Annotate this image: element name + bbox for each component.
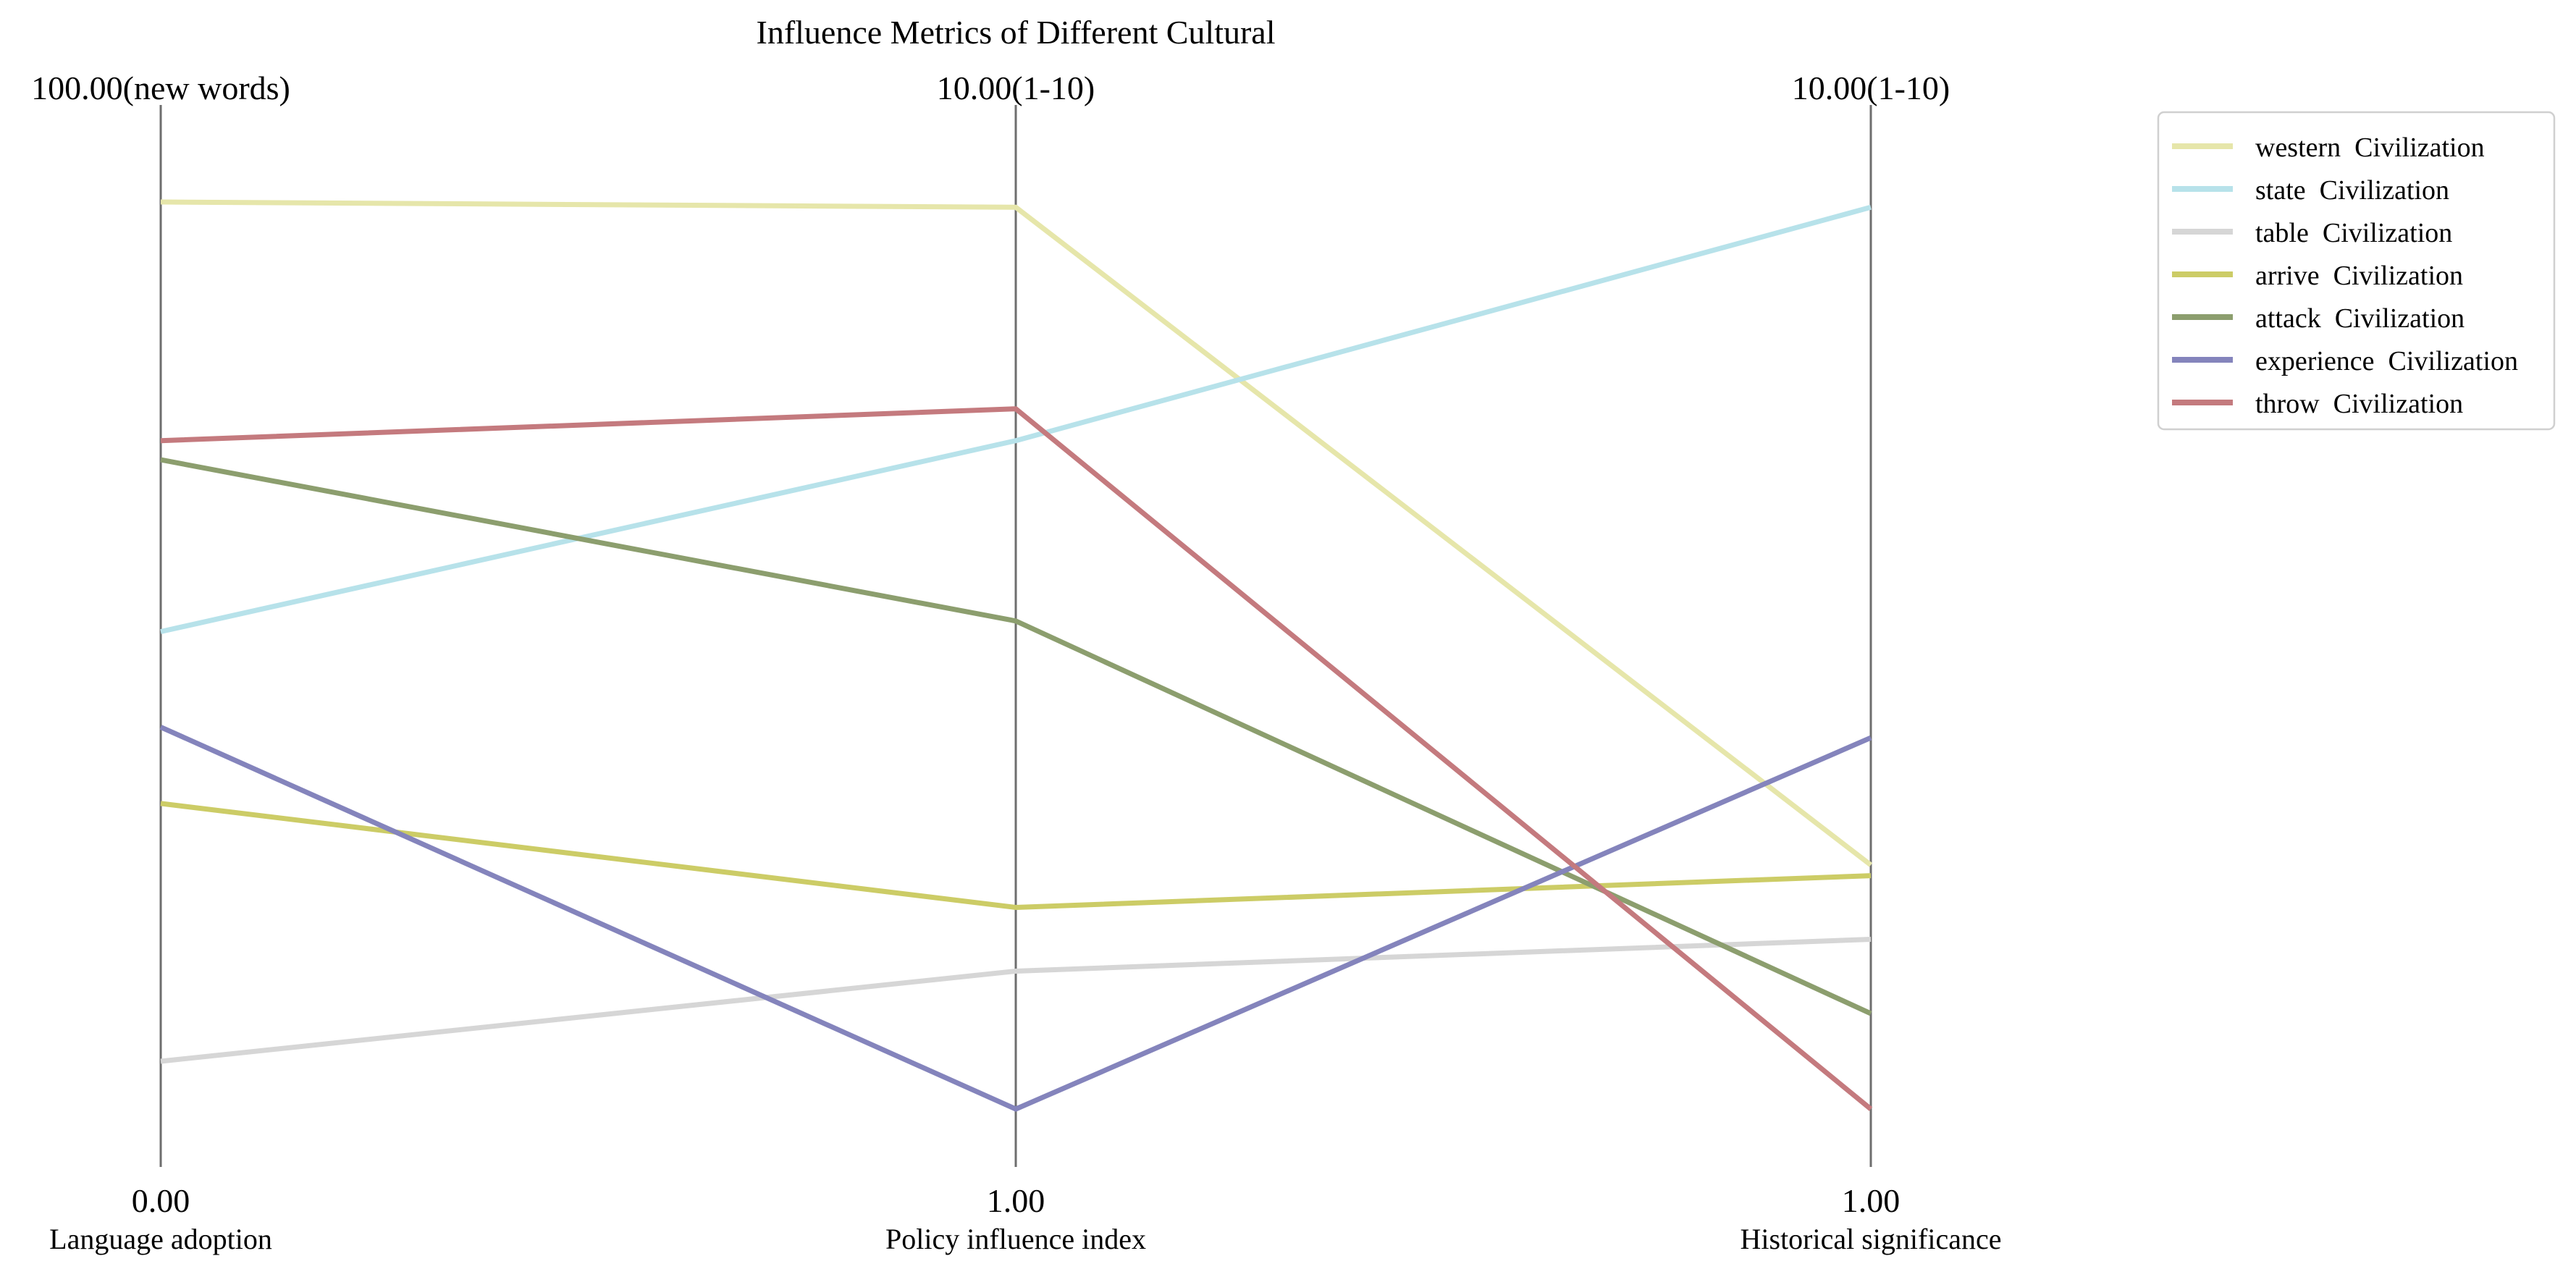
axis-min-label: 1.00 <box>987 1182 1045 1219</box>
axes-layer: 100.00(new words) 0.00 Language adoption 10… <box>31 69 2001 1255</box>
axis-title: Language adoption <box>49 1223 272 1255</box>
series-line-2 <box>160 204 1872 634</box>
legend-label-2: state Civilization <box>2255 175 2449 206</box>
axis-max-label: 10.00(1-10) <box>937 69 1095 106</box>
legend-label-3: table Civilization <box>2255 218 2452 248</box>
axis-title: Historical significance <box>1741 1223 2002 1255</box>
legend-label-1: western Civilization <box>2255 132 2485 163</box>
legend-frame <box>2157 111 2556 431</box>
series-line-5 <box>160 457 1872 1016</box>
series-line-4 <box>160 801 1872 910</box>
axis-min-label: 0.00 <box>132 1182 190 1219</box>
axis-max-label: 10.00(1-10) <box>1792 69 1950 106</box>
legend-label-6: experience Civilization <box>2255 346 2518 376</box>
axis-max-label: 100.00(new words) <box>31 69 290 106</box>
series-lines-layer <box>159 199 1873 1112</box>
legend-label-4: arrive Civilization <box>2255 261 2463 291</box>
chart-title: Influence Metrics of Different Cultural <box>757 14 1276 51</box>
axis-min-label: 1.00 <box>1842 1182 1901 1219</box>
legend: western Civilization state Civilization ta… <box>2157 111 2556 431</box>
series-line-3 <box>160 937 1872 1064</box>
axis-title: Policy influence index <box>885 1223 1146 1255</box>
legend-label-7: throw Civilization <box>2255 389 2463 419</box>
series-line-7 <box>160 406 1873 1111</box>
series-line-1 <box>160 199 1873 867</box>
legend-label-5: attack Civilization <box>2255 303 2465 334</box>
series-line-6 <box>159 725 1872 1112</box>
